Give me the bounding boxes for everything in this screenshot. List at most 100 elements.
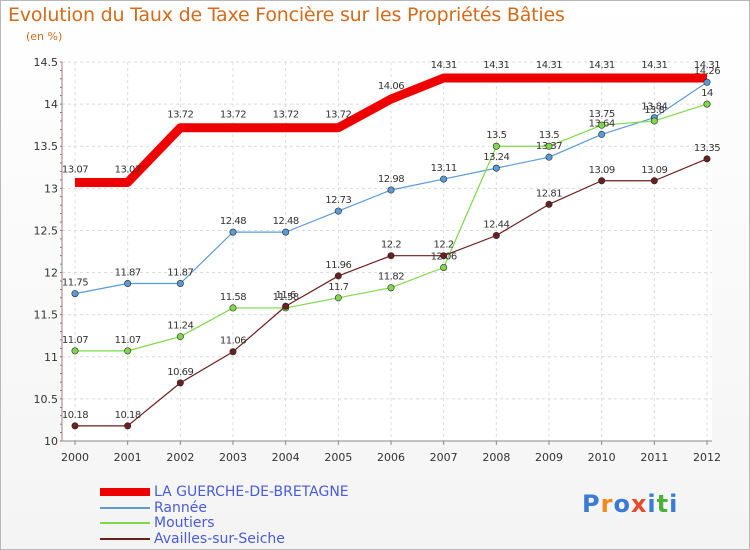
x-tick-label: 2000 — [61, 451, 89, 464]
logo-letter: i — [669, 490, 679, 518]
y-tick-label: 10 — [44, 435, 58, 448]
data-label: 14.31 — [589, 60, 615, 71]
data-point — [598, 130, 606, 138]
data-label: 14.31 — [641, 60, 667, 71]
data-point — [229, 348, 237, 356]
series-line-0 — [75, 73, 707, 187]
data-point — [229, 304, 237, 312]
legend-swatch — [100, 507, 150, 509]
data-label: 10.18 — [115, 410, 141, 421]
data-label: 11.07 — [115, 335, 141, 346]
data-label: 12.48 — [273, 216, 299, 227]
data-label: 13.09 — [641, 165, 667, 176]
data-point — [492, 231, 500, 239]
logo-letter: r — [600, 490, 614, 518]
y-tick-label: 14 — [44, 98, 58, 111]
legend-swatch — [100, 538, 150, 540]
data-label: 13.75 — [589, 109, 615, 120]
data-label: 14.26 — [694, 66, 720, 77]
data-point — [71, 347, 79, 355]
data-point — [124, 280, 132, 288]
x-tick-label: 2008 — [482, 451, 510, 464]
data-label: 13.07 — [62, 164, 88, 175]
y-tick-label: 11 — [44, 351, 58, 364]
data-label: 14 — [701, 88, 713, 99]
data-point — [492, 142, 500, 150]
data-point — [334, 207, 342, 215]
chart-title: Evolution du Taux de Taxe Foncière sur l… — [8, 4, 565, 26]
x-tick-label: 2003 — [219, 451, 247, 464]
legend-item-moutiers: Moutiers — [100, 515, 215, 531]
data-label: 13.72 — [273, 110, 299, 121]
x-tick-label: 2007 — [430, 451, 458, 464]
data-label: 13.24 — [483, 152, 509, 163]
data-point — [440, 264, 448, 272]
data-point — [703, 155, 711, 163]
data-label: 11.06 — [220, 336, 246, 347]
data-point — [71, 422, 79, 430]
x-tick-label: 2004 — [272, 451, 300, 464]
data-point — [124, 422, 132, 430]
x-tick-label: 2009 — [535, 451, 563, 464]
proxiti-logo: Proxiti — [582, 490, 678, 518]
y-tick-label: 14.5 — [34, 56, 59, 69]
data-point — [334, 272, 342, 280]
data-label: 14.31 — [431, 60, 457, 71]
data-point — [71, 290, 79, 298]
data-label: 11.7 — [328, 282, 348, 293]
data-label: 11.07 — [62, 335, 88, 346]
data-label: 11.6 — [276, 290, 296, 301]
data-label: 13.72 — [220, 110, 246, 121]
data-point — [703, 100, 711, 108]
data-point — [229, 228, 237, 236]
chart-unit-label: (en %) — [26, 30, 63, 43]
data-label: 13.72 — [325, 110, 351, 121]
data-point — [176, 379, 184, 387]
legend-item-la-guerche: LA GUERCHE-DE-BRETAGNE — [100, 484, 349, 500]
data-label: 13.07 — [115, 164, 141, 175]
data-label: 10.69 — [167, 367, 193, 378]
legend-label: Availles-sur-Seiche — [154, 531, 285, 547]
legend-item-rannee: Rannée — [100, 500, 207, 516]
data-label: 11.82 — [378, 272, 404, 283]
legend-swatch — [100, 488, 150, 496]
legend-swatch — [100, 522, 150, 524]
x-tick-label: 2010 — [588, 451, 616, 464]
data-label: 11.24 — [167, 321, 193, 332]
data-label: 12.44 — [483, 219, 509, 230]
x-tick-label: 2011 — [640, 451, 668, 464]
logo-letter: x — [630, 490, 648, 518]
data-point — [282, 228, 290, 236]
x-tick-label: 2002 — [166, 451, 194, 464]
data-label: 13.5 — [486, 130, 506, 141]
data-label: 14.31 — [694, 60, 720, 71]
x-tick-label: 2012 — [693, 451, 721, 464]
data-point — [492, 164, 500, 172]
data-label: 12.81 — [536, 188, 562, 199]
data-point — [650, 117, 658, 125]
legend-item-availles: Availles-sur-Seiche — [100, 531, 285, 547]
data-point — [176, 333, 184, 341]
x-tick-label: 2001 — [114, 451, 142, 464]
data-point — [440, 175, 448, 183]
data-label: 11.87 — [167, 268, 193, 279]
y-tick-label: 12.5 — [34, 224, 59, 237]
data-label: 13.11 — [431, 163, 457, 174]
data-point — [387, 252, 395, 260]
data-point — [176, 280, 184, 288]
legend-label: Moutiers — [154, 515, 215, 531]
x-tick-label: 2005 — [324, 451, 352, 464]
y-tick-label: 10.5 — [34, 393, 59, 406]
data-label: 12.2 — [434, 240, 454, 251]
data-point — [598, 177, 606, 185]
logo-letter: t — [656, 490, 670, 518]
y-tick-label: 12 — [44, 267, 58, 280]
legend-label: Rannée — [154, 500, 207, 516]
data-label: 11.58 — [220, 292, 246, 303]
data-point — [545, 153, 553, 161]
y-tick-label: 13 — [44, 182, 58, 195]
data-point — [282, 302, 290, 310]
data-label: 13.8 — [644, 105, 664, 116]
data-point — [387, 186, 395, 194]
